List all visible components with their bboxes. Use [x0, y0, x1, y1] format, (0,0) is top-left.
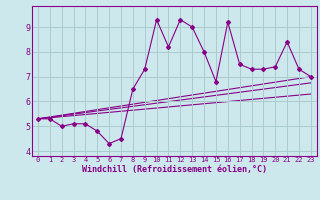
X-axis label: Windchill (Refroidissement éolien,°C): Windchill (Refroidissement éolien,°C) [82, 165, 267, 174]
